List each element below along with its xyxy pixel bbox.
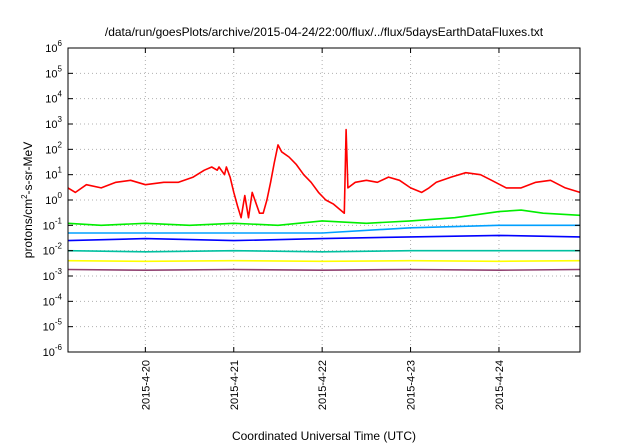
y-tick-exponent: 0 bbox=[58, 191, 63, 200]
series-line-5 bbox=[67, 259, 581, 263]
y-axis-label-pre: protons/cm bbox=[21, 199, 35, 258]
y-tick-label: 103 bbox=[45, 115, 62, 131]
y-tick-label: 104 bbox=[45, 90, 62, 106]
y-tick-label: 106 bbox=[45, 39, 62, 55]
y-tick-label: 101 bbox=[45, 166, 62, 182]
y-tick-exponent: 4 bbox=[58, 90, 63, 99]
y-axis-label-post: -s-sr-MeV bbox=[21, 142, 35, 195]
x-tick-label: 2015-4-24 bbox=[494, 360, 506, 410]
y-tick-label: 102 bbox=[45, 140, 62, 156]
y-tick-exponent: -2 bbox=[55, 242, 63, 251]
y-tick-label: 10-6 bbox=[43, 343, 63, 359]
y-tick-base: 10 bbox=[43, 220, 55, 232]
y-tick-label: 10-4 bbox=[43, 292, 63, 308]
y-tick-base: 10 bbox=[45, 144, 57, 156]
y-tick-label: 105 bbox=[45, 64, 62, 80]
y-tick-base: 10 bbox=[45, 170, 57, 182]
y-tick-exponent: -5 bbox=[55, 318, 63, 327]
x-tick-label: 2015-4-20 bbox=[140, 360, 152, 410]
x-axis: 2015-4-20 2015-4-21 2015-4-22 2015-4-23 2015… bbox=[140, 48, 506, 410]
grid-lines bbox=[68, 47, 580, 353]
y-tick-label: 10-5 bbox=[43, 318, 63, 334]
y-tick-exponent: 2 bbox=[58, 140, 63, 149]
y-tick-base: 10 bbox=[45, 68, 57, 80]
y-tick-base: 10 bbox=[45, 94, 57, 106]
y-tick-base: 10 bbox=[43, 322, 55, 334]
y-tick-label: 10-1 bbox=[43, 216, 63, 232]
y-tick-exponent: -4 bbox=[55, 292, 63, 301]
y-tick-exponent: 5 bbox=[58, 64, 63, 73]
series-line-4 bbox=[67, 249, 580, 253]
x-tick-label: 2015-4-22 bbox=[317, 360, 329, 410]
series-group bbox=[67, 128, 581, 271]
y-tick-base: 10 bbox=[45, 43, 57, 55]
y-tick-base: 10 bbox=[43, 347, 55, 359]
series-line-3 bbox=[67, 234, 581, 242]
y-tick-exponent: 6 bbox=[58, 39, 63, 48]
series-line-0 bbox=[67, 128, 581, 219]
y-axis-label: protons/cm2-s-sr-MeV bbox=[20, 142, 35, 258]
y-tick-base: 10 bbox=[43, 246, 55, 258]
series-line-6 bbox=[67, 268, 581, 271]
y-tick-label: 100 bbox=[45, 191, 62, 207]
y-tick-label: 10-2 bbox=[43, 242, 63, 258]
y-tick-exponent: 1 bbox=[58, 166, 63, 175]
y-tick-base: 10 bbox=[43, 271, 55, 283]
x-tick-label: 2015-4-21 bbox=[229, 360, 241, 410]
y-axis: 10-610-510-410-310-210-11001011021031041… bbox=[43, 39, 580, 359]
y-tick-exponent: -3 bbox=[55, 267, 63, 276]
series-line-2 bbox=[68, 224, 580, 234]
y-tick-exponent: -1 bbox=[55, 216, 63, 225]
y-axis-label-sup: 2 bbox=[20, 194, 29, 199]
x-tick-label: 2015-4-23 bbox=[406, 360, 418, 410]
y-tick-label: 10-3 bbox=[43, 267, 63, 283]
y-tick-exponent: 3 bbox=[58, 115, 63, 124]
chart-title: /data/run/goesPlots/archive/2015-04-24/2… bbox=[105, 25, 544, 39]
x-axis-label: Coordinated Universal Time (UTC) bbox=[232, 429, 416, 443]
y-tick-base: 10 bbox=[45, 119, 57, 131]
y-tick-base: 10 bbox=[45, 195, 57, 207]
y-tick-base: 10 bbox=[43, 296, 55, 308]
y-tick-exponent: -6 bbox=[55, 343, 63, 352]
series-line-1 bbox=[67, 209, 581, 227]
